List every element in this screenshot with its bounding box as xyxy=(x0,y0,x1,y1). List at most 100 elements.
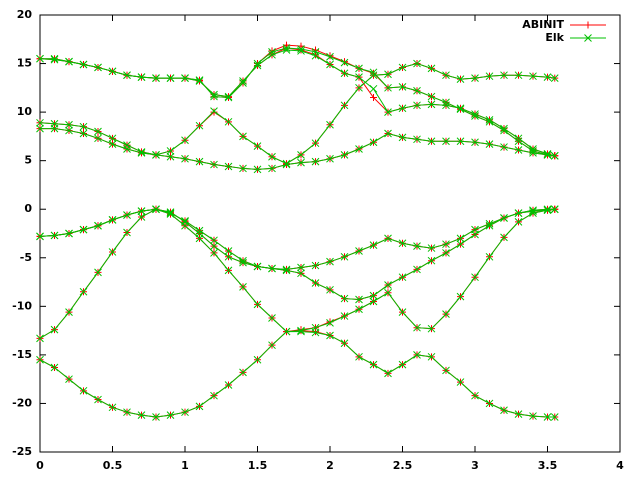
y-tick-label: 0 xyxy=(24,202,32,215)
band-point xyxy=(224,117,233,126)
band-point xyxy=(485,219,494,228)
band-point xyxy=(514,137,523,146)
band-point xyxy=(253,165,262,174)
band-point xyxy=(210,249,218,257)
band-point xyxy=(413,135,421,144)
band-point xyxy=(398,360,407,369)
band-point xyxy=(500,214,508,222)
band-point xyxy=(94,127,102,136)
band-point xyxy=(485,117,494,126)
band-point xyxy=(65,57,73,66)
band-point xyxy=(326,331,334,340)
y-tick-label: -25 xyxy=(12,445,32,458)
band-point xyxy=(514,217,523,226)
band-point xyxy=(224,266,233,275)
band-point xyxy=(355,83,363,92)
band-point xyxy=(514,146,523,154)
band-point xyxy=(550,205,559,214)
band-point xyxy=(268,264,276,273)
band-point xyxy=(442,137,450,146)
y-tick-label: 15 xyxy=(17,57,32,70)
band-point xyxy=(239,79,247,87)
band-point xyxy=(50,231,59,240)
band-point xyxy=(297,269,305,278)
y-tick-label: -15 xyxy=(12,348,32,361)
band-point xyxy=(239,77,247,85)
band-point xyxy=(268,164,276,173)
band-point xyxy=(181,136,189,145)
band-point xyxy=(427,92,436,101)
band-point xyxy=(166,411,175,419)
band-point xyxy=(94,134,102,143)
y-tick-label: 10 xyxy=(17,105,33,118)
band-point xyxy=(123,408,131,417)
band-point xyxy=(384,83,392,92)
band-point xyxy=(529,207,537,216)
band-point xyxy=(384,369,392,378)
band-point xyxy=(413,86,421,95)
series-group xyxy=(36,44,559,421)
band-point xyxy=(94,268,102,277)
band-point xyxy=(311,48,320,56)
band-point xyxy=(543,206,552,215)
x-tick-label: 2.5 xyxy=(393,459,413,472)
band-point xyxy=(268,152,276,161)
band-point xyxy=(210,92,218,101)
band-line xyxy=(40,128,555,170)
band-point xyxy=(355,64,363,73)
band-point xyxy=(36,124,44,133)
band-point xyxy=(340,150,349,159)
band-point xyxy=(137,213,146,221)
band-point xyxy=(166,152,175,161)
band-point xyxy=(282,266,291,275)
band-point xyxy=(471,225,479,234)
band-point xyxy=(297,158,305,167)
band-point xyxy=(398,308,407,317)
band-point xyxy=(369,68,378,77)
band-point xyxy=(137,148,146,156)
band-line xyxy=(39,208,555,301)
x-tick-label: 3 xyxy=(471,459,479,472)
band-point xyxy=(500,71,508,80)
band-point xyxy=(152,74,160,82)
band-point xyxy=(543,150,552,159)
band-point xyxy=(50,119,59,128)
band-point xyxy=(398,239,407,248)
band-point xyxy=(340,294,349,303)
x-tick-label: 1.5 xyxy=(248,459,268,472)
band-point xyxy=(65,229,73,238)
band-point xyxy=(413,242,421,250)
band-point xyxy=(550,413,559,421)
band-point xyxy=(456,378,465,386)
band-point xyxy=(181,74,189,82)
band-point xyxy=(427,137,436,146)
band-point xyxy=(123,211,131,219)
band-point xyxy=(239,132,247,141)
band-point xyxy=(456,292,465,301)
y-tick-label: -5 xyxy=(20,251,32,264)
band-point xyxy=(195,157,204,166)
band-point xyxy=(326,52,334,61)
band-point xyxy=(442,98,450,107)
band-point xyxy=(224,381,233,389)
band-point xyxy=(529,149,537,157)
band-point xyxy=(210,236,218,245)
band-point xyxy=(355,247,363,255)
band-point xyxy=(36,232,44,241)
band-point xyxy=(326,285,334,294)
band-point xyxy=(500,143,508,151)
band-point xyxy=(195,402,204,411)
band-point xyxy=(442,310,450,318)
x-tick-label: 4 xyxy=(616,459,624,472)
band-point xyxy=(239,256,247,265)
band-point xyxy=(355,352,363,361)
band-point xyxy=(297,327,305,336)
band-point xyxy=(413,323,421,332)
band-point xyxy=(485,140,494,149)
band-point xyxy=(326,318,334,327)
band-point xyxy=(123,71,131,80)
band-point xyxy=(36,54,44,63)
band-point xyxy=(456,105,465,114)
y-tick-label: 5 xyxy=(24,154,32,167)
band-point xyxy=(340,252,349,261)
